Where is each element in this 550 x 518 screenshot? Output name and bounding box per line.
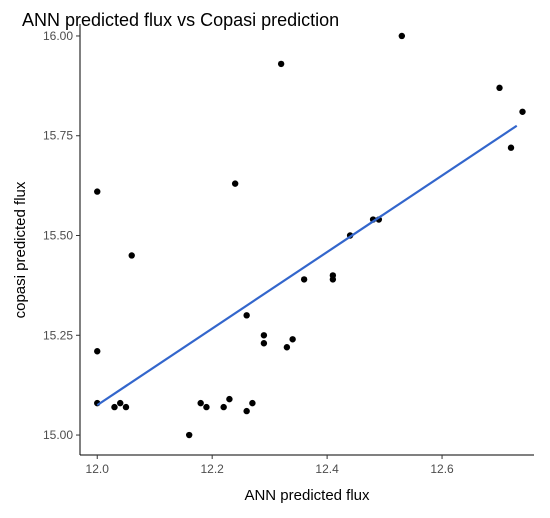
y-tick-label: 15.25 bbox=[43, 328, 73, 342]
y-axis-label: copasi predicted flux bbox=[12, 181, 29, 318]
x-axis-ticks: 12.0 12.2 12.4 12.6 bbox=[86, 455, 454, 476]
chart-title: ANN predicted flux vs Copasi prediction bbox=[22, 10, 339, 30]
data-point bbox=[226, 395, 233, 403]
data-point bbox=[220, 403, 227, 411]
y-tick-label: 15.00 bbox=[43, 428, 73, 442]
data-point bbox=[243, 407, 250, 415]
data-point bbox=[197, 399, 204, 407]
data-point bbox=[128, 252, 135, 259]
y-tick-label: 15.50 bbox=[43, 229, 73, 243]
x-axis-label: ANN predicted flux bbox=[244, 487, 370, 504]
data-point bbox=[283, 344, 291, 351]
x-tick-label: 12.0 bbox=[86, 462, 110, 476]
y-tick-label: 15.75 bbox=[43, 129, 73, 143]
data-point bbox=[94, 348, 101, 355]
data-point bbox=[122, 403, 130, 411]
data-point bbox=[507, 144, 515, 151]
trend-line bbox=[96, 124, 518, 407]
x-tick-label: 12.6 bbox=[430, 462, 454, 476]
y-tick-label: 16.00 bbox=[43, 29, 73, 43]
plot-area bbox=[94, 32, 526, 439]
data-point bbox=[260, 332, 268, 339]
x-tick-label: 12.4 bbox=[315, 462, 339, 476]
y-axis-ticks: 15.00 15.25 15.50 15.75 16.00 bbox=[43, 29, 80, 442]
scatter-points bbox=[94, 32, 526, 439]
data-point bbox=[243, 312, 250, 319]
data-point bbox=[260, 340, 268, 347]
data-point bbox=[117, 399, 124, 407]
data-point bbox=[94, 188, 101, 195]
data-point bbox=[277, 60, 285, 68]
x-tick-label: 12.2 bbox=[200, 462, 224, 476]
data-point bbox=[300, 276, 308, 283]
data-point bbox=[329, 276, 337, 283]
data-point bbox=[185, 431, 193, 439]
data-point bbox=[231, 180, 239, 187]
data-point bbox=[496, 84, 503, 92]
data-point bbox=[398, 32, 406, 40]
data-point bbox=[203, 403, 210, 411]
data-point bbox=[249, 399, 256, 407]
data-point bbox=[111, 403, 118, 411]
data-point bbox=[519, 108, 526, 115]
data-point bbox=[289, 336, 296, 343]
